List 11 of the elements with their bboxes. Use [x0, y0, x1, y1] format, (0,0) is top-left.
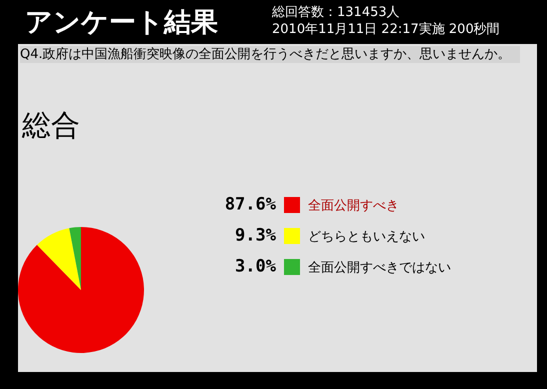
data-label: 3.0% [235, 256, 277, 276]
text: 2010年11月11日 22:17実施 200秒間 [272, 21, 500, 38]
legend-label: どちらともいえない [308, 229, 425, 244]
data-label: 9.3% [235, 225, 277, 246]
chart-title: アンケート結果 [25, 6, 218, 40]
text: 総回答数：131453人 [272, 4, 401, 21]
text: Q4.政府は中国漁船衝突映像の全面公開を行うべきだと思いますか、思いませんか。 [20, 46, 520, 63]
legend-label: 全面公開すべきではない [308, 260, 451, 276]
legend-label: 全面公開すべき [308, 198, 399, 214]
chart-subtitle: 総合 [22, 107, 80, 144]
data-label: 87.6% [224, 194, 277, 214]
